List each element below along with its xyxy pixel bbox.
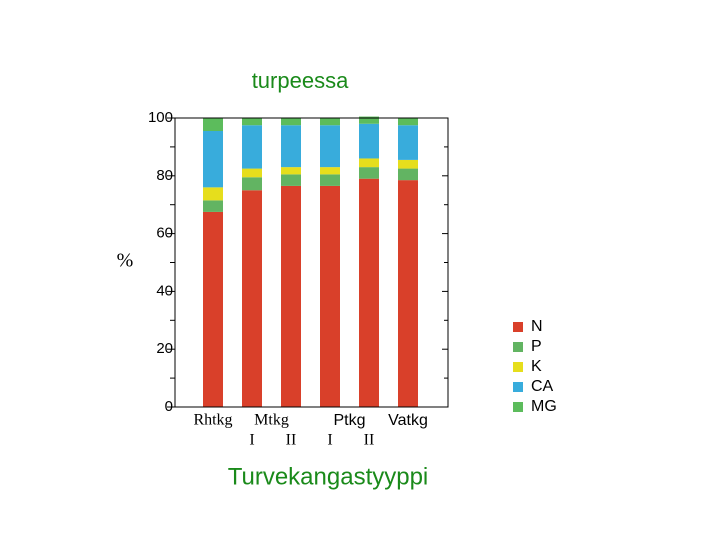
bar-segment (242, 190, 262, 407)
legend-label: N (531, 318, 543, 335)
bar-segment (320, 174, 340, 186)
legend-label: P (531, 338, 542, 355)
bar-segment (203, 200, 223, 212)
category-group-label: Ptkg (333, 412, 365, 429)
bar-segment (242, 125, 262, 169)
bar-segment (359, 158, 379, 168)
bar-segment (398, 180, 418, 407)
x-tick-label: Vatkg (388, 412, 428, 429)
x-tick-label: II (364, 432, 375, 449)
bar-segment (242, 168, 262, 178)
bar-segment (281, 185, 301, 407)
bar-segment (398, 125, 418, 160)
category-group-label: Mtkg (254, 412, 289, 429)
y-tick-label: 100 (148, 109, 173, 126)
bar-segment (242, 177, 262, 191)
legend-label: K (531, 358, 542, 375)
legend-swatch (513, 342, 523, 352)
bar-segment (320, 125, 340, 168)
plot-frame (174, 117, 449, 408)
bar-segment (359, 116, 379, 124)
x-axis-label: Turvekangastyyppi (228, 463, 429, 490)
y-tick-label: 20 (156, 340, 173, 357)
x-tick-label: I (249, 432, 254, 449)
y-tick-label: 80 (156, 167, 173, 184)
bar-segment (320, 167, 340, 175)
bar-segment (281, 174, 301, 186)
legend-swatch (513, 322, 523, 332)
bar-segment (320, 185, 340, 407)
x-tick-label: II (286, 432, 297, 449)
legend-swatch (513, 362, 523, 372)
bar-segment (203, 131, 223, 188)
x-tick-label: I (327, 432, 332, 449)
bar-segment (398, 118, 418, 126)
bar-segment (203, 118, 223, 132)
bar-segment (281, 167, 301, 175)
bar-segment (359, 123, 379, 159)
bar-segment (398, 159, 418, 169)
bar-segment (281, 125, 301, 168)
bar-segment (203, 187, 223, 201)
bar-segment (359, 167, 379, 179)
chart-title: turpeessa (252, 68, 349, 93)
y-tick-label: 0 (165, 398, 173, 415)
legend-swatch (513, 402, 523, 412)
y-tick-label: 60 (156, 225, 173, 242)
legend-label: CA (531, 378, 554, 395)
y-tick-label: 40 (156, 282, 173, 299)
bar-segment (242, 118, 262, 126)
legend-swatch (513, 382, 523, 392)
x-tick-label: Rhtkg (193, 412, 232, 429)
bar-segment (320, 118, 340, 126)
bar-segment (281, 118, 301, 126)
bar-segment (203, 211, 223, 407)
bar-segment (359, 178, 379, 407)
legend-label: MG (531, 398, 557, 415)
bar-segment (398, 168, 418, 181)
y-axis-label: % (117, 250, 134, 272)
